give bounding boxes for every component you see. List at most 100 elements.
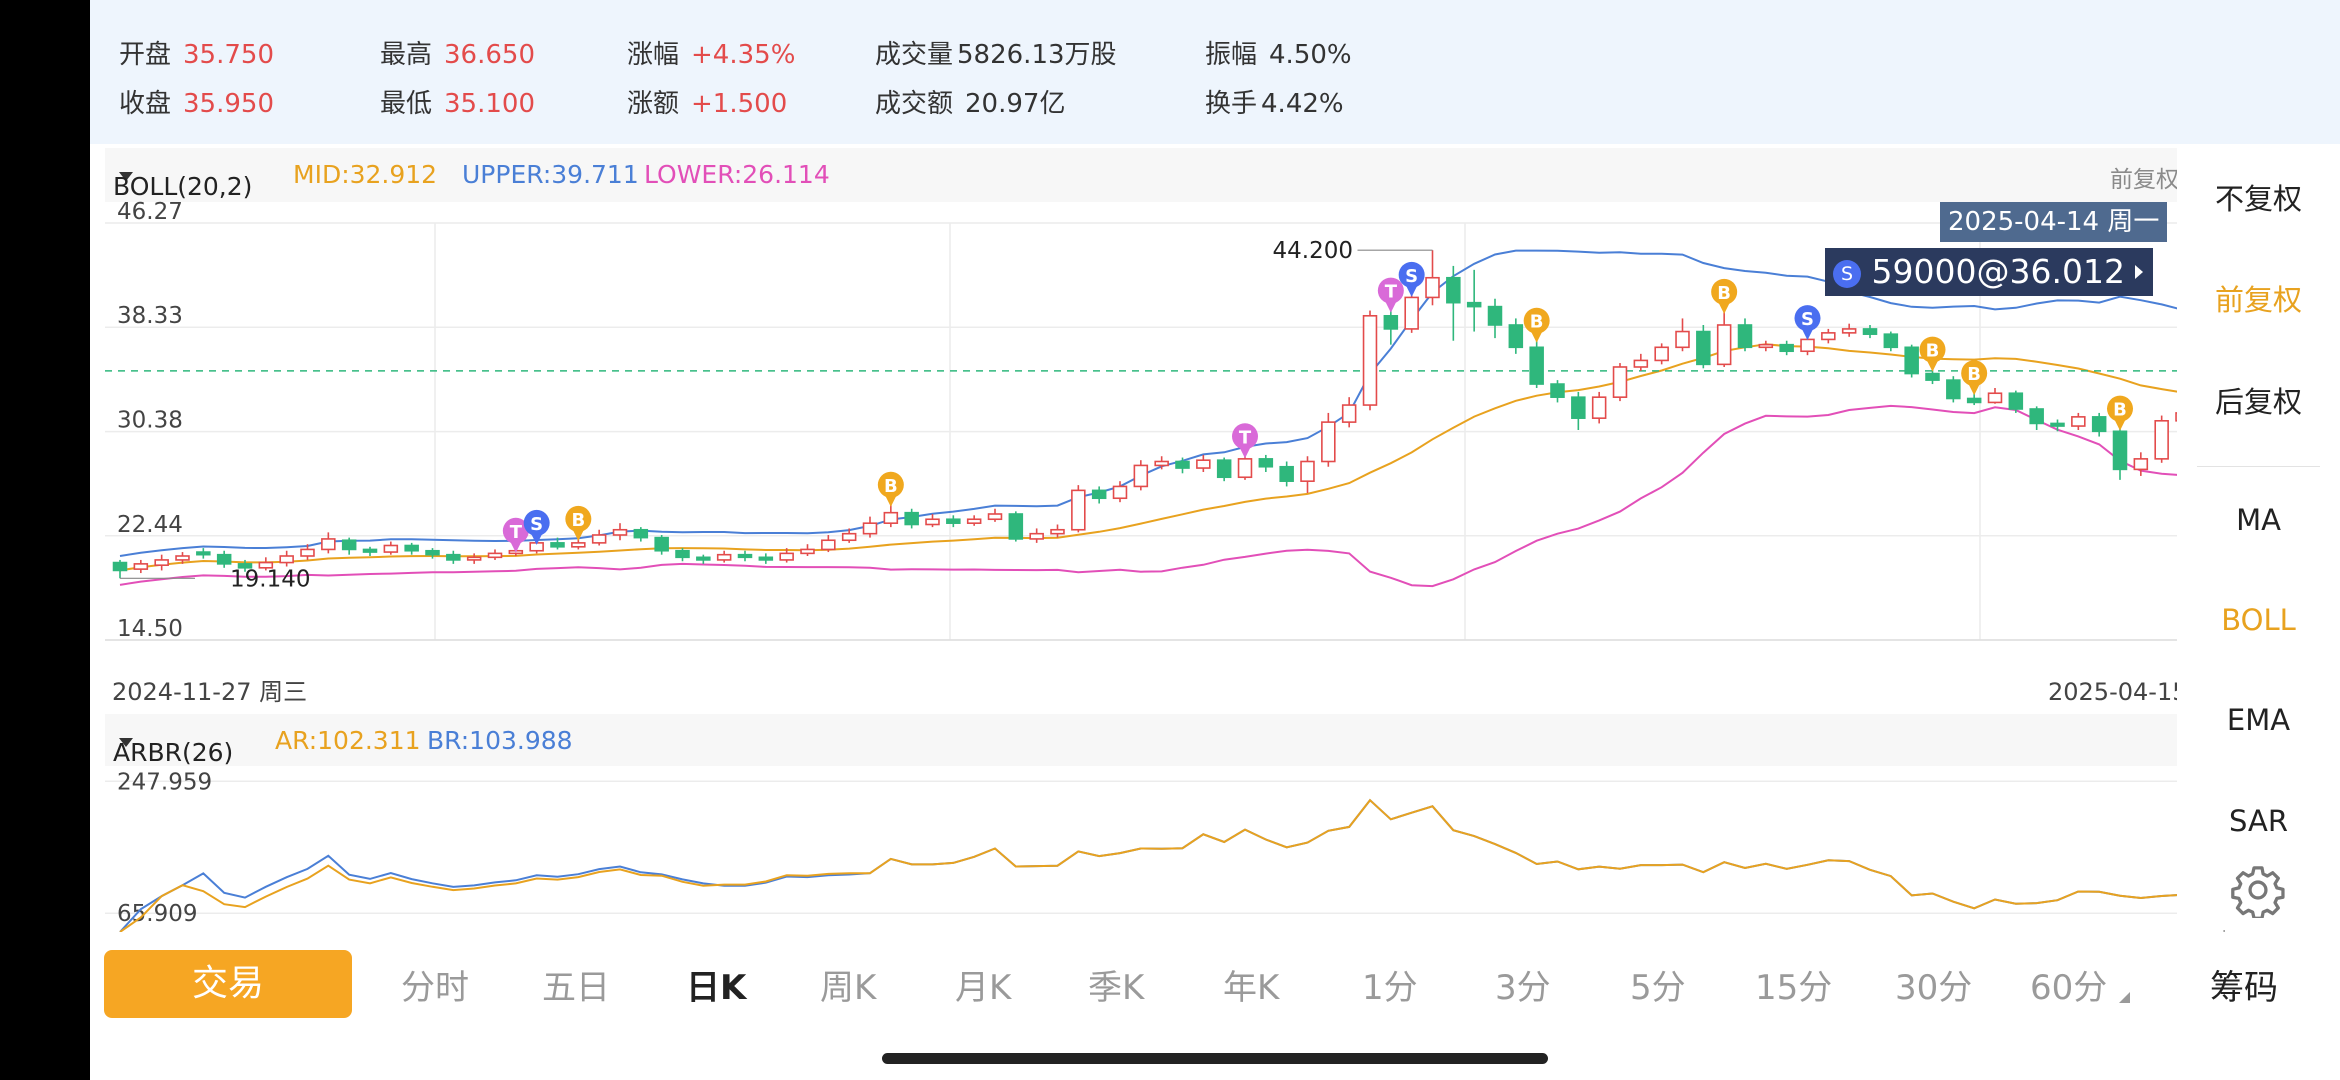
candle-down — [1571, 396, 1586, 419]
side-item-ema[interactable]: EMA — [2226, 703, 2291, 737]
trade-marker-t — [1377, 277, 1404, 304]
more-periods-icon[interactable] — [2119, 992, 2130, 1003]
candle-down — [1779, 343, 1794, 353]
candle-up — [2071, 416, 2086, 427]
high-field: 最高 36.650 — [380, 40, 535, 70]
side-item-sar[interactable]: SAR — [2229, 804, 2288, 838]
period-tab-5[interactable]: 季K — [1088, 968, 1145, 1008]
period-tab-6[interactable]: 年K — [1223, 968, 1280, 1008]
ar-line — [119, 798, 2246, 932]
y-tick-label: 247.959 — [117, 769, 212, 795]
candle-down — [1279, 465, 1294, 482]
candle-up — [591, 534, 607, 544]
trade-marker-label: B — [2113, 400, 2127, 421]
candle-down — [1446, 276, 1461, 304]
period-tab-4[interactable]: 月K — [955, 968, 1012, 1008]
side-item-后复权[interactable]: 后复权 — [2214, 385, 2302, 419]
boll-lower-line — [119, 404, 2246, 588]
turnover-field: 成交额 20.97亿 — [875, 89, 1066, 119]
trade-marker-b — [1919, 336, 1946, 363]
high-value: 36.650 — [444, 40, 535, 70]
period-tab-0[interactable]: 分时 — [401, 968, 469, 1008]
candle-up — [800, 548, 815, 555]
home-indicator[interactable] — [882, 1053, 1548, 1064]
candle-up — [1341, 404, 1357, 423]
candle-up — [841, 532, 857, 542]
y-tick-label: 22.44 — [117, 512, 183, 538]
period-tab-11[interactable]: 30分 — [1895, 968, 1973, 1008]
trade-marker-label: B — [1717, 283, 1731, 304]
trade-marker-label: S — [530, 514, 543, 535]
br-line — [119, 798, 2246, 932]
boll-lower-value: LOWER:26.114 — [644, 160, 830, 189]
candle-up — [1654, 346, 1669, 362]
candle-down — [1508, 324, 1524, 349]
candle-down — [1946, 379, 1961, 400]
order-tip[interactable]: S 59000@36.012 — [1825, 248, 2154, 296]
trade-marker-label: B — [1530, 312, 1544, 333]
side-item-ma[interactable]: MA — [2236, 503, 2281, 537]
candle-down — [1862, 328, 1878, 335]
sub-indicator-header: ARBR(26) AR:102.311 BR:103.988 — [105, 714, 2250, 767]
trade-marker-label: T — [510, 522, 523, 543]
arbr-chart[interactable]: 247.959 65.909 — [105, 766, 2250, 932]
trade-marker-b — [2107, 395, 2133, 422]
trade-marker-label: T — [1385, 282, 1398, 303]
candle-up — [1029, 532, 1044, 540]
trade-marker-t — [1232, 423, 1258, 450]
candle-down — [216, 553, 232, 565]
sell-order-icon: S — [1833, 260, 1861, 288]
candle-down — [737, 553, 753, 559]
candle-up — [1821, 332, 1836, 341]
candle-up — [1050, 528, 1065, 535]
period-tab-8[interactable]: 3分 — [1495, 968, 1551, 1008]
period-tab-10[interactable]: 15分 — [1755, 968, 1833, 1008]
trade-button[interactable]: 交易 — [104, 950, 352, 1018]
trade-marker-b — [1961, 360, 1988, 387]
candle-down — [446, 553, 461, 561]
main-indicator-selector[interactable]: BOLL(20,2) — [113, 171, 253, 201]
trade-marker-b — [1711, 278, 1738, 305]
period-bar: 交易 分时 五日 日K 周K 月K 季K 年K 1分 3分 5分 15分 30分 60分 筹码 — [90, 940, 2340, 1030]
candle-up — [821, 539, 836, 551]
period-tab-3[interactable]: 周K — [820, 968, 877, 1008]
start-date-label: 2024-11-27 周三 — [112, 678, 308, 706]
open-field: 开盘 35.750 — [119, 40, 274, 70]
quote-summary: 开盘 35.750 收盘 35.950 最高 36.650 最低 35.100 涨幅 +4… — [90, 0, 2340, 144]
candle-up — [300, 548, 315, 557]
chips-button[interactable]: 筹码 — [2210, 968, 2278, 1008]
candle-up — [883, 511, 899, 524]
candle-down — [946, 518, 961, 524]
side-item-boll[interactable]: BOLL — [2221, 603, 2296, 637]
change-pct-field: 涨幅 +4.35% — [627, 40, 796, 70]
candle-down — [425, 549, 440, 556]
boll-upper-value: UPPER:39.711 — [462, 160, 639, 189]
candle-up — [133, 563, 149, 570]
stock-chart-app: 开盘 35.750 收盘 35.950 最高 36.650 最低 35.100 涨幅 +4… — [90, 0, 2340, 1080]
gear-icon[interactable] — [2230, 862, 2286, 918]
candle-down — [550, 542, 565, 548]
turnover-rate-field: 换手 4.42% — [1205, 89, 1344, 119]
candle-down — [1175, 460, 1190, 469]
period-tab-7[interactable]: 1分 — [1362, 968, 1418, 1008]
trade-marker-label: S — [1801, 309, 1814, 330]
trade-marker-s — [1794, 305, 1821, 332]
sub-indicator-selector[interactable]: ARBR(26) — [113, 737, 234, 767]
side-item-前复权[interactable]: 前复权 — [2214, 283, 2302, 317]
candle-up — [1071, 489, 1086, 531]
period-tab-2[interactable]: 日K — [686, 968, 747, 1008]
trade-marker-label: B — [1926, 341, 1940, 362]
candle-down — [341, 539, 357, 551]
candle-up — [2133, 458, 2149, 471]
candle-up — [1321, 421, 1336, 463]
candle-down — [2008, 392, 2024, 410]
period-tab-1[interactable]: 五日 — [542, 968, 610, 1008]
side-item-不复权[interactable]: 不复权 — [2214, 182, 2302, 216]
period-tab-9[interactable]: 5分 — [1630, 968, 1686, 1008]
trade-marker-s — [1398, 261, 1425, 288]
candle-up — [1633, 359, 1649, 368]
period-tab-12[interactable]: 60分 — [2030, 968, 2108, 1008]
open-value: 35.750 — [183, 40, 274, 70]
candle-down — [654, 536, 669, 552]
